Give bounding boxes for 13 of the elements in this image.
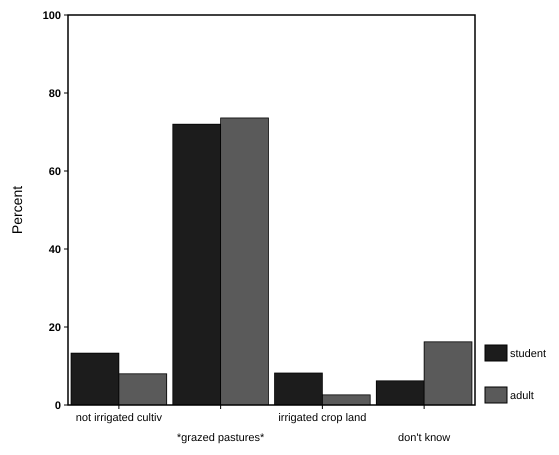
legend-label: adult [510, 390, 534, 402]
y-tick-label: 80 [48, 88, 61, 100]
y-tick-label: 40 [48, 244, 61, 256]
x-tick-label: not irrigated cultiv [76, 412, 162, 424]
y-tick-label: 0 [54, 400, 61, 412]
y-tick-label: 20 [48, 322, 61, 334]
legend-label: student [510, 348, 546, 360]
y-tick-label: 60 [48, 166, 61, 178]
y-axis-title: Percent [9, 186, 25, 234]
x-tick-label: don't know [398, 432, 450, 444]
y-tick-label: 100 [42, 10, 61, 22]
x-tick-label: irrigated crop land [278, 412, 366, 424]
x-tick-label: *grazed pastures* [176, 432, 266, 444]
